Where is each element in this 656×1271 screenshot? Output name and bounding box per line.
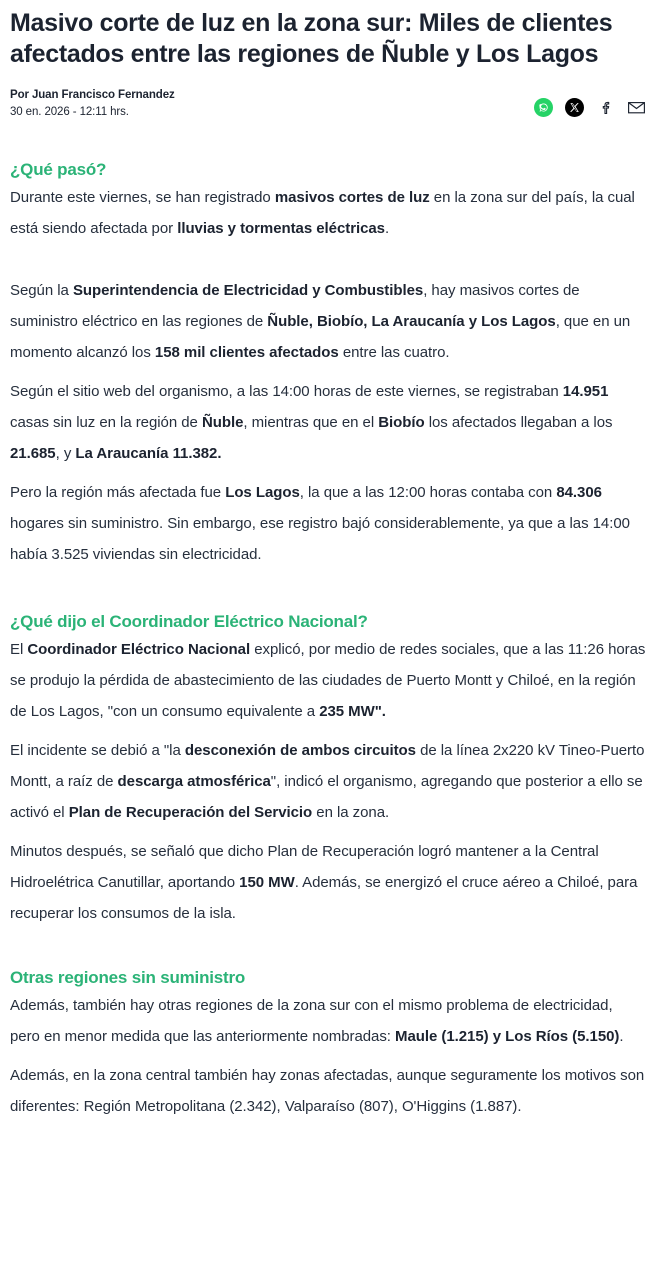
paragraph: Durante este viernes, se han registrado … bbox=[10, 189, 635, 238]
paragraph-spacer bbox=[10, 244, 646, 275]
paragraph: Además, también hay otras regiones de la… bbox=[10, 997, 624, 1046]
facebook-share-icon[interactable] bbox=[596, 98, 615, 117]
paragraph: El Coordinador Eléctrico Nacional explic… bbox=[10, 641, 646, 721]
article-container: Masivo corte de luz en la zona sur: Mile… bbox=[10, 9, 646, 1122]
section-heading-otras-regiones: Otras regiones sin suministro bbox=[10, 968, 246, 988]
paragraph: Además, en la zona central también hay z… bbox=[10, 1067, 645, 1116]
paragraph: Pero la región más afectada fue Los Lago… bbox=[10, 484, 630, 564]
paragraph: Minutos después, se señaló que dicho Pla… bbox=[10, 843, 638, 923]
article-body: ¿Qué pasó? Durante este viernes, se han … bbox=[10, 159, 646, 1122]
article-meta-row: Por Juan Francisco Fernandez 30 en. 2026… bbox=[10, 88, 646, 119]
byline-date: 30 en. 2026 - 12:11 hrs. bbox=[10, 105, 129, 118]
email-share-icon[interactable] bbox=[627, 98, 646, 117]
byline-author: Por Juan Francisco Fernandez bbox=[10, 89, 175, 101]
paragraph: Según la Superintendencia de Electricida… bbox=[10, 282, 631, 362]
byline: Por Juan Francisco Fernandez 30 en. 2026… bbox=[10, 88, 175, 119]
whatsapp-share-icon[interactable] bbox=[534, 98, 553, 118]
section-heading-coordinador: ¿Qué dijo el Coordinador Eléctrico Nacio… bbox=[10, 612, 368, 632]
paragraph: Según el sitio web del organismo, a las … bbox=[10, 383, 613, 463]
page-title: Masivo corte de luz en la zona sur: Mile… bbox=[10, 9, 613, 68]
share-bar bbox=[534, 98, 646, 119]
paragraph: El incidente se debió a "la desconexión … bbox=[10, 742, 645, 822]
section-heading-que-paso: ¿Qué pasó? bbox=[10, 160, 107, 180]
x-twitter-share-icon[interactable] bbox=[565, 98, 584, 118]
